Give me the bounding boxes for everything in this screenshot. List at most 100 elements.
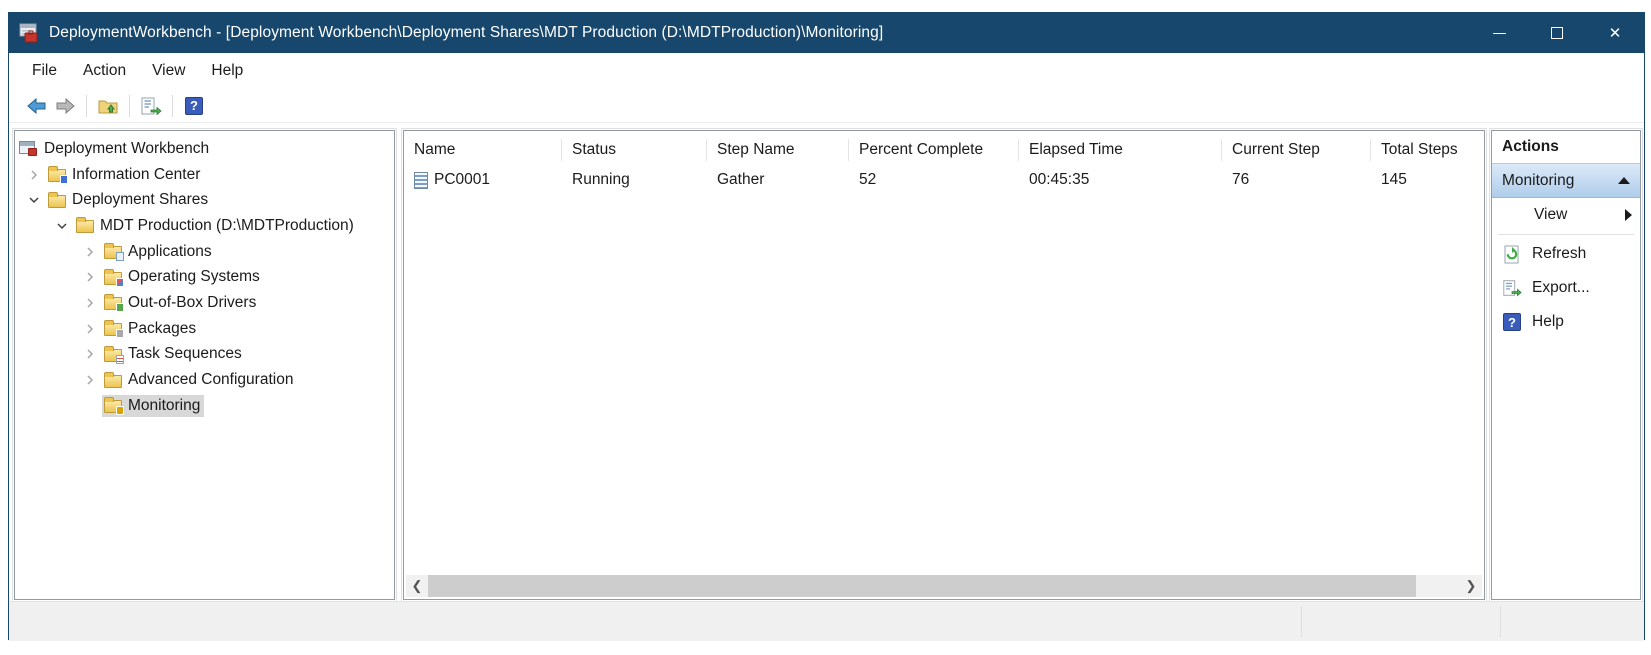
submenu-arrow-icon bbox=[1625, 209, 1632, 221]
actions-separator bbox=[1498, 234, 1634, 235]
results-list-pane: Name Status Step Name Percent Complete E… bbox=[401, 128, 1487, 602]
statusbar-separator bbox=[1301, 606, 1302, 637]
cell-status: Running bbox=[572, 171, 630, 188]
cell-current-step: 76 bbox=[1232, 171, 1250, 188]
mmc-console-icon bbox=[19, 23, 38, 43]
scroll-left-arrow[interactable]: ❮ bbox=[411, 578, 423, 593]
collapse-group-icon[interactable] bbox=[1618, 177, 1630, 184]
chevron-down-icon[interactable] bbox=[55, 220, 69, 232]
tree-item-deployment-shares[interactable]: Deployment Shares bbox=[15, 187, 394, 213]
chevron-right-icon[interactable] bbox=[83, 348, 97, 360]
toolbar-separator bbox=[86, 94, 87, 117]
close-icon: ✕ bbox=[1608, 24, 1622, 42]
export-list-icon bbox=[141, 97, 162, 115]
tree-item-monitoring[interactable]: Monitoring bbox=[15, 393, 394, 419]
chevron-down-icon[interactable] bbox=[27, 194, 41, 206]
column-header-elapsed-time[interactable]: Elapsed Time bbox=[1019, 139, 1222, 161]
chevron-right-icon[interactable] bbox=[27, 169, 41, 181]
export-list-button[interactable] bbox=[137, 93, 165, 119]
scroll-right-arrow[interactable]: ❯ bbox=[1465, 578, 1477, 593]
content-area: Deployment Workbench Information Center … bbox=[9, 123, 1644, 602]
workbench-icon bbox=[19, 141, 37, 157]
tree-item-mdt-production[interactable]: MDT Production (D:\MDTProduction) bbox=[15, 213, 394, 239]
chevron-right-icon[interactable] bbox=[83, 271, 97, 283]
tree-item-packages[interactable]: Packages bbox=[15, 316, 394, 342]
minimize-button[interactable] bbox=[1470, 13, 1528, 53]
cell-step-name: Gather bbox=[717, 171, 765, 188]
up-one-level-folder-icon bbox=[98, 100, 117, 113]
window-controls: ✕ bbox=[1470, 13, 1644, 53]
list-header: Name Status Step Name Percent Complete E… bbox=[404, 135, 1484, 165]
minimize-icon bbox=[1492, 32, 1506, 34]
chevron-right-icon[interactable] bbox=[83, 374, 97, 386]
status-bar bbox=[9, 601, 1644, 641]
menu-help[interactable]: Help bbox=[211, 62, 244, 79]
forward-arrow-icon bbox=[56, 97, 75, 114]
column-header-status[interactable]: Status bbox=[562, 139, 707, 161]
folder-open-icon bbox=[76, 217, 94, 234]
help-button[interactable]: ? bbox=[180, 93, 208, 119]
chevron-right-icon[interactable] bbox=[83, 297, 97, 309]
toolbar: ? bbox=[9, 89, 1644, 123]
folder-icon bbox=[104, 371, 122, 388]
actions-pane: Actions Monitoring View Refresh bbox=[1489, 128, 1643, 602]
column-header-step-name[interactable]: Step Name bbox=[707, 139, 849, 161]
folder-operating-systems-icon bbox=[104, 268, 124, 287]
cell-name: PC0001 bbox=[404, 171, 562, 189]
action-refresh[interactable]: Refresh bbox=[1492, 237, 1640, 271]
computer-report-icon bbox=[414, 171, 428, 189]
toolbar-separator bbox=[172, 94, 173, 117]
menu-file[interactable]: File bbox=[32, 62, 57, 79]
chevron-placeholder bbox=[83, 400, 97, 412]
tree-item-task-sequences[interactable]: Task Sequences bbox=[15, 342, 394, 368]
folder-task-sequences-icon bbox=[104, 345, 124, 364]
action-export[interactable]: Export... bbox=[1492, 271, 1640, 305]
menu-bar: File Action View Help bbox=[9, 53, 1644, 89]
help-icon: ? bbox=[185, 96, 203, 115]
close-button[interactable]: ✕ bbox=[1586, 13, 1644, 53]
list-row-pc0001[interactable]: PC0001 Running Gather 52 00:45:35 76 145 bbox=[404, 165, 1484, 195]
actions-pane-title: Actions bbox=[1492, 131, 1640, 164]
folder-monitoring-icon bbox=[104, 397, 124, 416]
export-list-icon bbox=[1502, 278, 1522, 298]
column-header-total-steps[interactable]: Total Steps bbox=[1381, 141, 1458, 158]
back-arrow-icon bbox=[27, 97, 46, 114]
help-icon: ? bbox=[1502, 312, 1522, 332]
tree-item-deployment-workbench[interactable]: Deployment Workbench bbox=[15, 136, 394, 162]
tree-item-applications[interactable]: Applications bbox=[15, 239, 394, 265]
tree-item-information-center[interactable]: Information Center bbox=[15, 162, 394, 188]
folder-information-icon bbox=[48, 166, 68, 185]
menu-action[interactable]: Action bbox=[82, 62, 127, 79]
folder-drivers-icon bbox=[104, 294, 124, 313]
folder-open-icon bbox=[48, 191, 66, 208]
toolbar-separator bbox=[129, 94, 130, 117]
tree-item-advanced-configuration[interactable]: Advanced Configuration bbox=[15, 367, 394, 393]
chevron-right-icon[interactable] bbox=[83, 323, 97, 335]
cell-elapsed-time: 00:45:35 bbox=[1029, 171, 1090, 188]
column-header-current-step[interactable]: Current Step bbox=[1222, 139, 1371, 161]
folder-applications-icon bbox=[104, 243, 124, 262]
menu-view[interactable]: View bbox=[152, 62, 186, 79]
statusbar-separator bbox=[1500, 606, 1501, 637]
tree-item-out-of-box-drivers[interactable]: Out-of-Box Drivers bbox=[15, 290, 394, 316]
action-help[interactable]: ? Help bbox=[1492, 305, 1640, 339]
deployment-workbench-window: DeploymentWorkbench - [Deployment Workbe… bbox=[8, 12, 1645, 641]
column-header-name[interactable]: Name bbox=[404, 139, 562, 161]
horizontal-scrollbar: ❮ ❯ bbox=[406, 575, 1482, 597]
actions-group-monitoring[interactable]: Monitoring bbox=[1492, 164, 1640, 198]
maximize-icon bbox=[1551, 27, 1563, 39]
action-view[interactable]: View bbox=[1492, 198, 1640, 232]
column-header-percent-complete[interactable]: Percent Complete bbox=[849, 139, 1019, 161]
cell-total-steps: 145 bbox=[1381, 171, 1407, 188]
tree-item-operating-systems[interactable]: Operating Systems bbox=[15, 264, 394, 290]
chevron-right-icon[interactable] bbox=[83, 246, 97, 258]
folder-packages-icon bbox=[104, 320, 124, 339]
window-title: DeploymentWorkbench - [Deployment Workbe… bbox=[49, 24, 884, 41]
cell-percent-complete: 52 bbox=[859, 171, 877, 188]
title-bar: DeploymentWorkbench - [Deployment Workbe… bbox=[9, 13, 1644, 53]
up-one-level-button[interactable] bbox=[94, 93, 122, 119]
maximize-button[interactable] bbox=[1528, 13, 1586, 53]
back-button[interactable] bbox=[23, 93, 51, 119]
forward-button[interactable] bbox=[51, 93, 79, 119]
scroll-thumb[interactable] bbox=[428, 575, 1416, 597]
